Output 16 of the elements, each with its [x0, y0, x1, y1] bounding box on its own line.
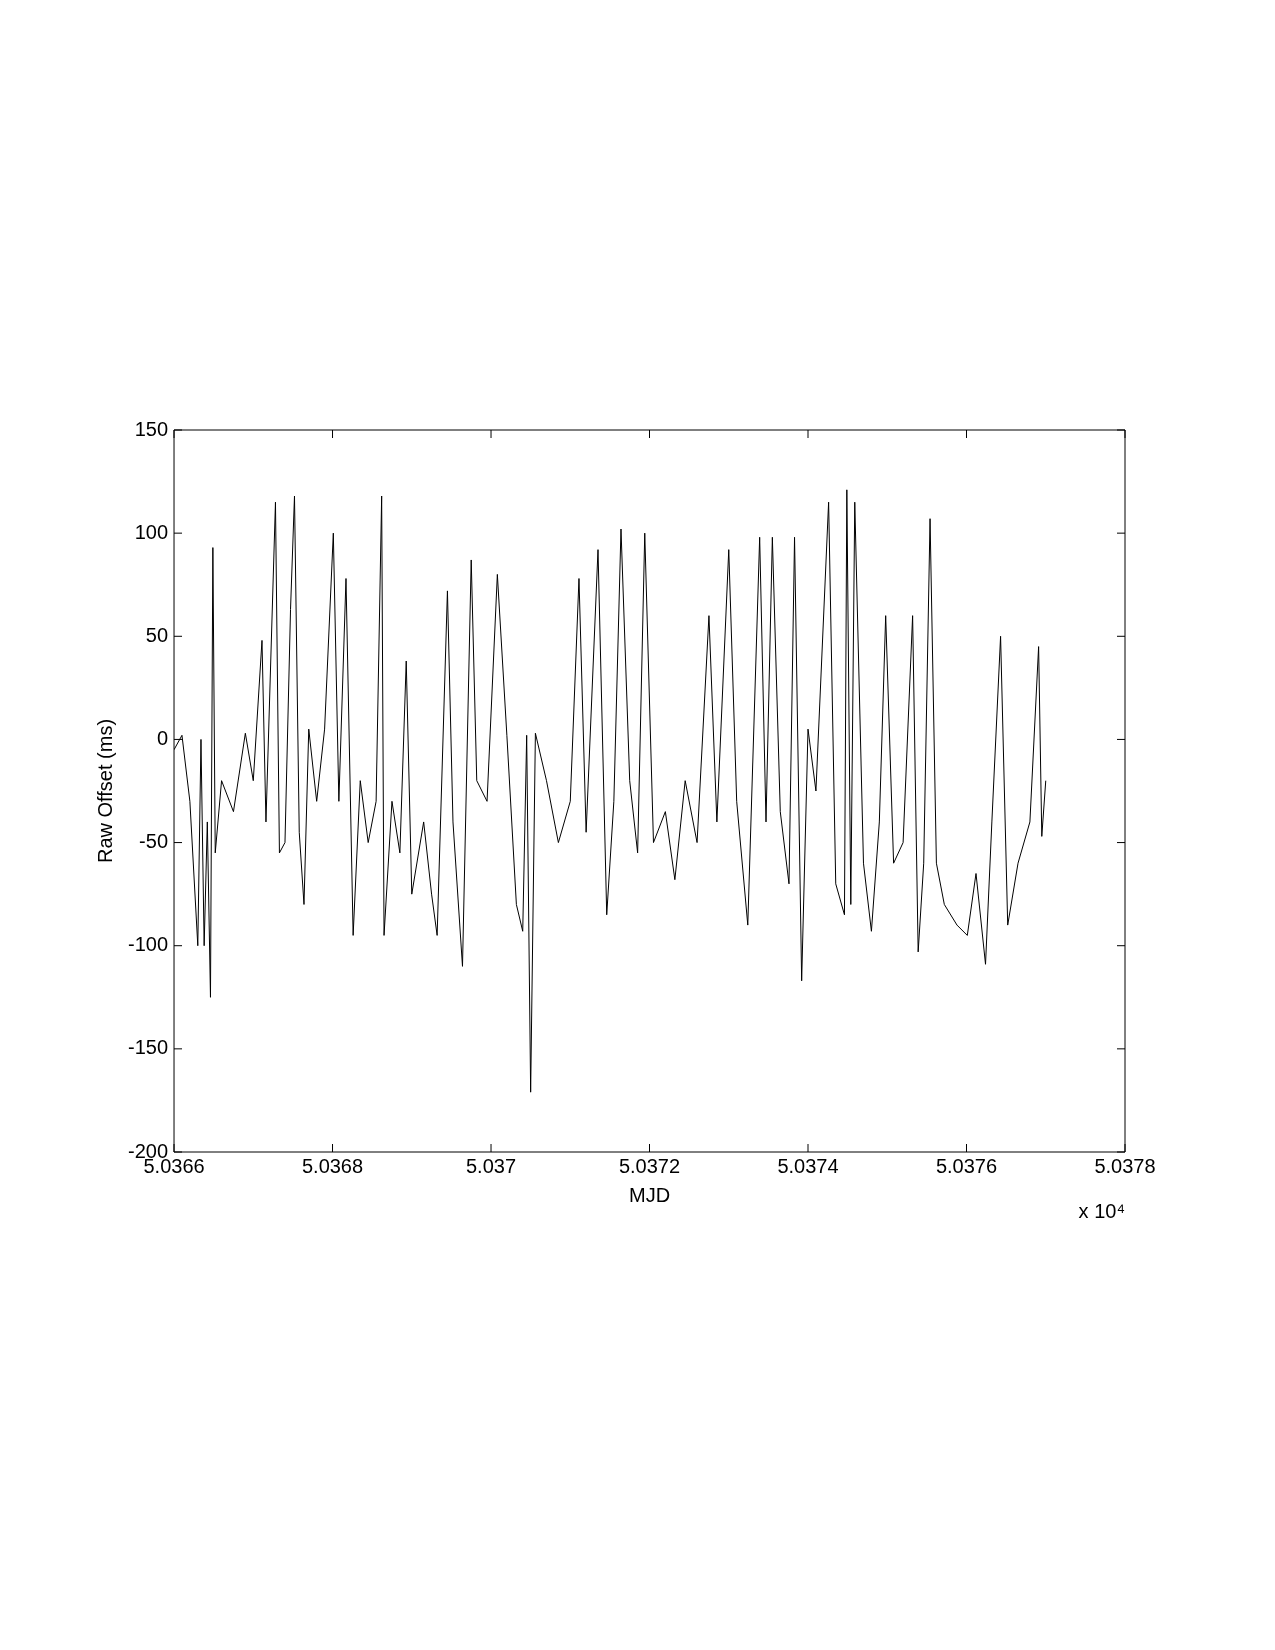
y-tick-label: 100 — [134, 520, 169, 543]
y-tick-label: -150 — [128, 1036, 169, 1059]
x-tick-label: 5.0372 — [618, 1154, 681, 1177]
y-tick-label: 150 — [134, 417, 169, 440]
x-tick-label: 5.0374 — [777, 1154, 839, 1177]
y-tick-label: 0 — [156, 726, 169, 749]
text: x 10⁴ — [1078, 1199, 1125, 1222]
x-tick-label: 5.0368 — [301, 1154, 364, 1177]
x-tick-label: 5.0376 — [935, 1154, 998, 1177]
x-axis-title: MJD — [628, 1183, 671, 1206]
y-axis-title: Raw Offset (ms) — [93, 718, 116, 864]
y-tick-label: -100 — [128, 933, 169, 956]
y-tick-label: 50 — [145, 623, 169, 646]
x-tick-label: 5.0378 — [1094, 1154, 1156, 1177]
y-tick-label: -50 — [139, 830, 169, 853]
x-tick-label: 5.037 — [465, 1154, 517, 1177]
